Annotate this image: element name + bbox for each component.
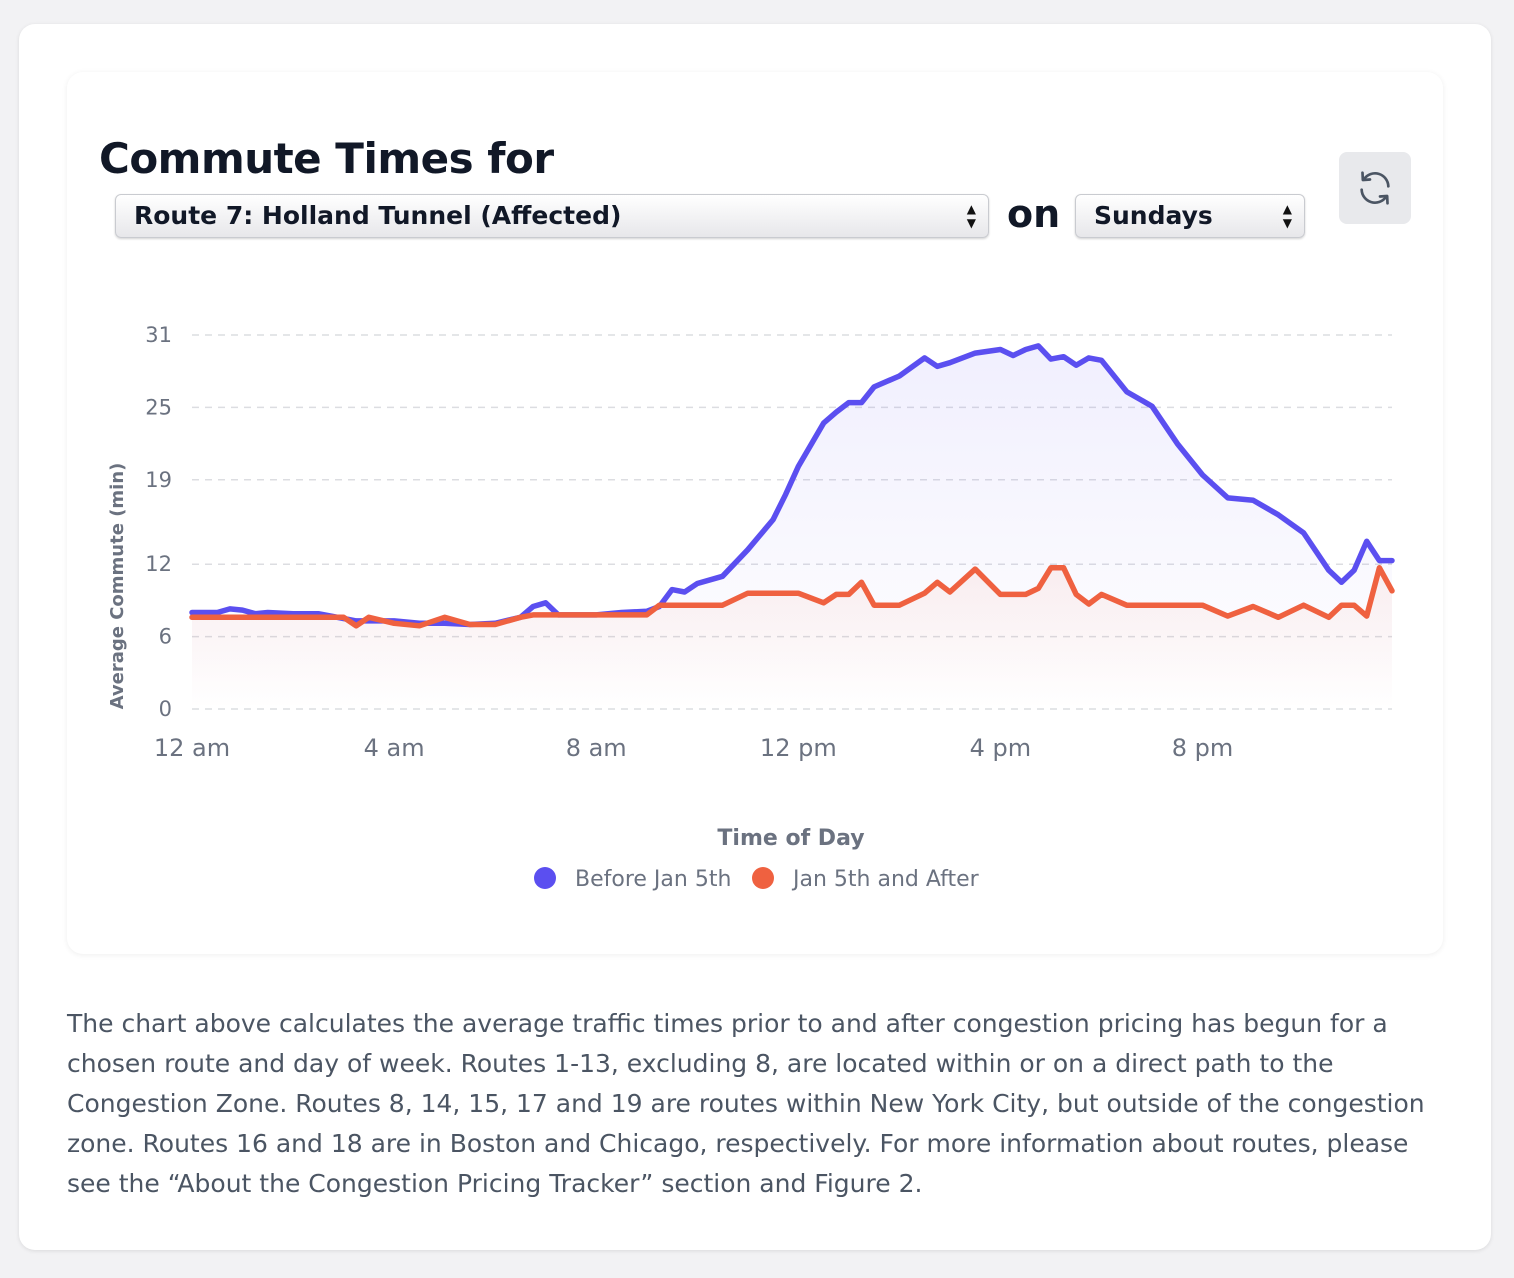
x-tick-label: 8 pm: [1172, 734, 1234, 762]
legend-label-after: Jan 5th and After: [791, 867, 980, 892]
legend-marker-before: [534, 867, 556, 889]
chart-card: Commute Times for Route 7: Holland Tunne…: [67, 72, 1443, 954]
legend-marker-after: [752, 867, 774, 889]
day-select[interactable]: Sundays ▲ ▼: [1075, 194, 1305, 238]
x-tick-label: 4 pm: [970, 734, 1032, 762]
y-tick-label: 0: [159, 697, 172, 721]
y-axis-label: Average Commute (min): [107, 463, 128, 710]
on-label: on: [1007, 192, 1061, 236]
page-title: Commute Times for: [99, 134, 554, 183]
x-axis-label: Time of Day: [717, 826, 864, 851]
chart-legend: Before Jan 5th Jan 5th and After: [534, 867, 980, 892]
y-tick-label: 25: [145, 395, 172, 419]
x-tick-label: 12 pm: [760, 734, 837, 762]
x-tick-label: 12 am: [154, 734, 230, 762]
series-line-after: [189, 565, 1395, 629]
y-tick-label: 19: [145, 468, 172, 492]
main-panel: Commute Times for Route 7: Holland Tunne…: [19, 24, 1491, 1250]
commute-line-chart: 0 6 12 19 25 31 12 am 4 am 8 am 12 pm 4 pm 8 pm Ave…: [107, 323, 1395, 892]
select-arrows-icon: ▲ ▼: [966, 202, 976, 230]
y-tick-label: 31: [145, 323, 172, 347]
legend-label-before: Before Jan 5th: [575, 867, 731, 892]
day-select-value: Sundays: [1094, 201, 1213, 230]
chart-description: The chart above calculates the average t…: [67, 1009, 1425, 1198]
y-tick-label: 6: [159, 625, 172, 649]
x-tick-label: 8 am: [566, 734, 627, 762]
route-select-value: Route 7: Holland Tunnel (Affected): [134, 201, 622, 230]
select-arrows-icon: ▲ ▼: [1282, 202, 1292, 230]
refresh-button[interactable]: [1339, 152, 1411, 224]
route-select[interactable]: Route 7: Holland Tunnel (Affected) ▲ ▼: [115, 194, 989, 238]
x-tick-label: 4 am: [364, 734, 425, 762]
refresh-icon: [1360, 171, 1390, 205]
y-tick-label: 12: [145, 552, 172, 576]
